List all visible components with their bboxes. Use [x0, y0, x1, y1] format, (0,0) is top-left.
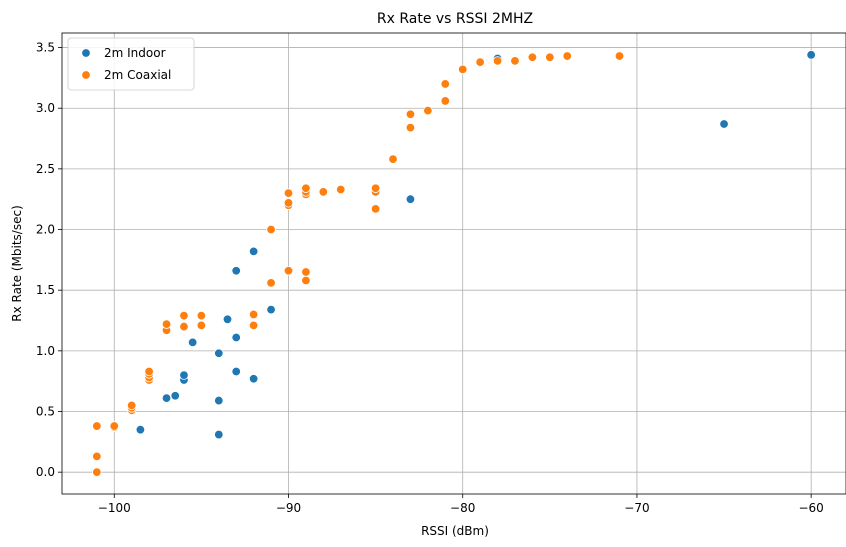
data-point: [336, 184, 346, 195]
legend: 2m Indoor 2m Coaxial: [67, 37, 195, 91]
x-tick-label: −100: [98, 501, 131, 515]
data-point: [135, 425, 146, 435]
x-axis-label: RSSI (dBm): [421, 524, 489, 538]
x-tick-label: −90: [276, 501, 301, 515]
data-point: [109, 421, 119, 431]
data-point: [179, 310, 189, 321]
data-point: [214, 348, 224, 358]
data-point: [440, 79, 450, 89]
data-point: [562, 51, 572, 61]
y-tick-label: 3.5: [36, 41, 55, 55]
data-point: [179, 370, 189, 380]
data-point: [405, 109, 416, 119]
legend-label: 2m Coaxial: [104, 68, 171, 82]
x-tick-label: −80: [450, 501, 475, 515]
data-point: [301, 275, 311, 286]
data-point: [405, 122, 416, 133]
data-point: [126, 400, 137, 411]
y-tick-label: 0.0: [36, 465, 55, 479]
data-point: [144, 366, 154, 377]
plot-frame: [61, 32, 846, 495]
y-tick-label: 3.0: [36, 101, 55, 115]
series-1-points: [92, 51, 625, 477]
data-point: [370, 204, 381, 214]
x-tick-label: −60: [798, 501, 823, 515]
legend-label: 2m Indoor: [104, 46, 166, 60]
data-point: [170, 391, 180, 401]
y-tick-label: 0.5: [36, 405, 55, 419]
data-points: [92, 50, 816, 477]
data-point: [266, 304, 276, 315]
series-0-points: [135, 50, 816, 440]
x-axis-ticks: −100 −90 −80 −70 −60: [98, 494, 824, 515]
data-point: [161, 393, 172, 403]
grid-lines: [62, 33, 846, 494]
y-axis-ticks: 0.0 0.5 1.0 1.5 2.0 2.5 3.0 3.5: [36, 41, 62, 479]
data-point: [231, 366, 241, 377]
data-point: [248, 320, 259, 331]
data-point: [283, 266, 294, 276]
data-point: [231, 266, 241, 276]
x-tick-label: −70: [624, 501, 649, 515]
data-point: [318, 187, 329, 197]
data-point: [196, 310, 207, 321]
y-axis-label: Rx Rate (Mbits/sec): [10, 205, 24, 321]
data-point: [92, 421, 102, 431]
data-point: [405, 194, 416, 204]
data-point: [248, 246, 259, 257]
data-point: [388, 154, 398, 164]
legend-box: [67, 37, 195, 91]
legend-marker: [81, 70, 91, 80]
data-point: [510, 56, 520, 66]
data-point: [527, 52, 538, 62]
y-tick-label: 1.5: [36, 283, 55, 297]
data-point: [475, 57, 485, 67]
data-point: [187, 337, 198, 348]
data-point: [545, 52, 555, 62]
data-point: [92, 451, 102, 462]
data-point: [423, 105, 433, 116]
y-tick-label: 1.0: [36, 344, 55, 358]
data-point: [179, 321, 189, 332]
data-point: [283, 188, 294, 198]
data-point: [301, 267, 311, 277]
data-point: [248, 374, 259, 384]
data-point: [248, 309, 259, 320]
data-point: [283, 198, 294, 208]
data-point: [266, 278, 276, 288]
data-point: [806, 50, 816, 60]
data-point: [196, 320, 207, 331]
y-tick-label: 2.5: [36, 162, 55, 176]
data-point: [614, 51, 625, 61]
data-point: [266, 224, 276, 235]
legend-marker: [81, 48, 91, 58]
data-point: [370, 183, 381, 193]
data-point: [458, 64, 468, 75]
data-point: [231, 332, 241, 343]
data-point: [301, 183, 311, 193]
data-point: [222, 314, 233, 325]
data-point: [161, 319, 172, 329]
y-tick-label: 2.0: [36, 223, 55, 237]
data-point: [440, 96, 450, 106]
data-point: [492, 56, 503, 66]
data-point: [719, 119, 729, 129]
data-point: [214, 429, 224, 440]
data-point: [92, 467, 102, 477]
data-point: [214, 395, 224, 406]
chart-title: Rx Rate vs RSSI 2MHZ: [377, 11, 533, 27]
